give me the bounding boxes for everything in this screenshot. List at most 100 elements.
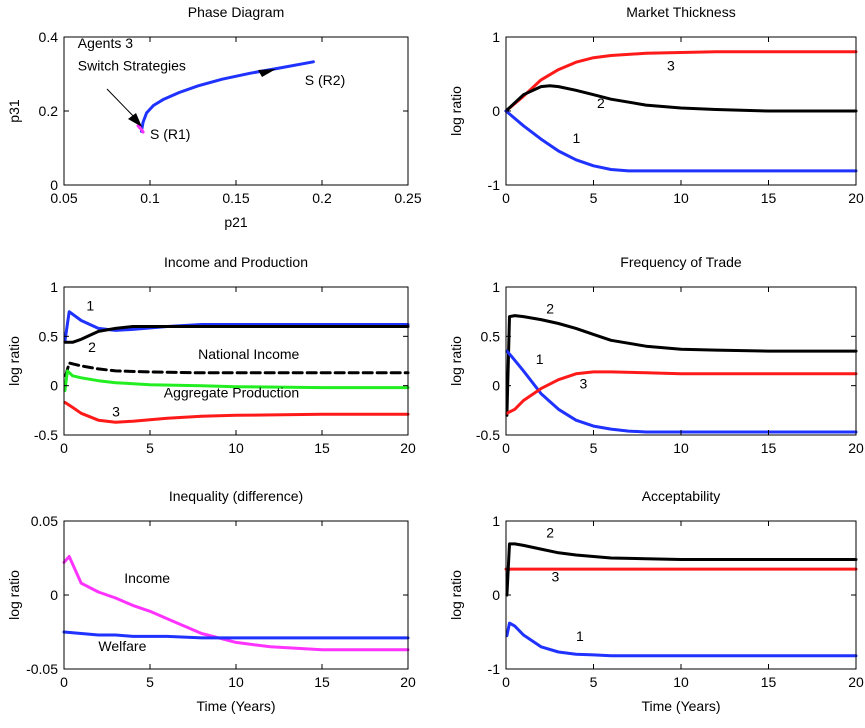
x-tick-label: 15	[761, 440, 777, 456]
series-line-2	[62, 630, 410, 640]
annotation-label: 1	[573, 130, 581, 146]
x-tick-label: 0.25	[394, 190, 421, 206]
y-tick-label: 0	[50, 378, 58, 394]
series-line-1	[63, 310, 410, 343]
y-tick-label: 0.4	[39, 29, 59, 45]
series-line-4	[63, 369, 410, 393]
x-tick-label: 15	[314, 674, 330, 690]
x-tick-label: 20	[400, 440, 416, 456]
x-tick-label: 10	[228, 674, 244, 690]
x-tick-label: 10	[673, 190, 689, 206]
y-tick-label: 1	[492, 513, 500, 529]
series-line-2	[505, 542, 858, 597]
annotation-label: 3	[112, 403, 120, 419]
x-tick-label: 0	[60, 674, 68, 690]
plot-frame	[505, 520, 857, 670]
x-tick-label: 10	[673, 674, 689, 690]
x-tick-label: 0	[60, 440, 68, 456]
y-tick-label: 0	[50, 587, 58, 603]
y-axis-label: p31	[6, 99, 22, 123]
chart-title: Market Thickness	[626, 4, 735, 20]
annotation-label: 1	[576, 628, 584, 644]
x-tick-label: 15	[761, 674, 777, 690]
x-tick-label: 20	[848, 674, 864, 690]
annotation-label: Agents 3	[78, 35, 133, 51]
y-axis-label: log ratio	[6, 336, 22, 386]
x-axis-label: Time (Years)	[196, 698, 275, 714]
y-axis-label: log ratio	[448, 86, 464, 136]
x-tick-label: 20	[400, 674, 416, 690]
series-line-2	[504, 84, 858, 113]
annotation-label: 2	[88, 339, 96, 355]
annotation-label: 2	[546, 524, 554, 540]
y-tick-label: 0.2	[39, 103, 59, 119]
series-line-3	[505, 370, 858, 415]
y-axis-label: log ratio	[6, 570, 22, 620]
x-tick-label: 0.2	[312, 190, 332, 206]
x-tick-label: 5	[590, 440, 598, 456]
series-line-2	[136, 124, 145, 134]
annotation-label: 2	[546, 301, 554, 317]
x-tick-label: 0	[502, 440, 510, 456]
y-axis-label: log ratio	[448, 336, 464, 386]
chart-title: Inequality (difference)	[169, 488, 303, 504]
x-tick-label: 0	[502, 674, 510, 690]
series-line-5	[63, 400, 410, 424]
x-tick-label: 10	[673, 440, 689, 456]
x-axis-label: p21	[224, 214, 248, 230]
y-tick-label: -0.5	[476, 427, 500, 443]
series-line-1	[62, 555, 410, 652]
y-tick-label: 0.5	[481, 328, 501, 344]
series-line-3	[64, 361, 410, 378]
series-line-3	[505, 621, 858, 658]
x-tick-label: 5	[590, 674, 598, 690]
y-tick-label: 1	[492, 279, 500, 295]
annotation-label: Switch Strategies	[78, 57, 186, 73]
annotation-label: Welfare	[98, 638, 146, 654]
y-tick-label: 0.5	[39, 328, 59, 344]
y-tick-label: 0	[492, 587, 500, 603]
y-tick-label: -0.05	[26, 661, 58, 677]
chart-phase-diagram: 0.05 0.1 0.15 0.2 0.25 0 0.2 0.4 Phase Diagram p2…	[6, 4, 422, 230]
y-tick-label: 0	[50, 177, 58, 193]
x-tick-label: 15	[314, 440, 330, 456]
annotation-label: National Income	[198, 346, 299, 362]
x-tick-label: 5	[146, 440, 154, 456]
x-tick-label: 10	[228, 440, 244, 456]
x-tick-label: 20	[848, 440, 864, 456]
x-tick-label: 15	[761, 190, 777, 206]
chart-title: Income and Production	[164, 254, 308, 270]
x-tick-label: 0.05	[50, 190, 77, 206]
series-line-1	[504, 50, 858, 113]
series-line-3	[504, 109, 858, 173]
y-tick-label: 1	[50, 279, 58, 295]
annotation-label: Aggregate Production	[164, 385, 299, 401]
annotation-label: S (R2)	[305, 72, 345, 88]
y-tick-label: 0	[492, 378, 500, 394]
annotation-label: 1	[536, 351, 544, 367]
annotation-label: Income	[124, 570, 170, 586]
x-tick-label: 20	[848, 190, 864, 206]
x-tick-label: 0.1	[140, 190, 160, 206]
plot-frame	[505, 286, 857, 436]
chart-title: Acceptability	[642, 488, 721, 504]
annotation-label: 2	[597, 95, 605, 111]
y-tick-label: -1	[488, 177, 501, 193]
y-tick-label: -0.5	[34, 427, 58, 443]
y-tick-label: -1	[488, 661, 501, 677]
annotation-label: 3	[667, 57, 675, 73]
y-axis-label: log ratio	[448, 570, 464, 620]
x-tick-label: 5	[146, 674, 154, 690]
x-axis-label: Time (Years)	[641, 698, 720, 714]
annotation-arrowhead	[128, 113, 142, 127]
series-line-2	[505, 349, 858, 434]
annotation-label: 3	[552, 569, 560, 585]
x-tick-label: 0	[502, 190, 510, 206]
x-tick-label: 5	[590, 190, 598, 206]
